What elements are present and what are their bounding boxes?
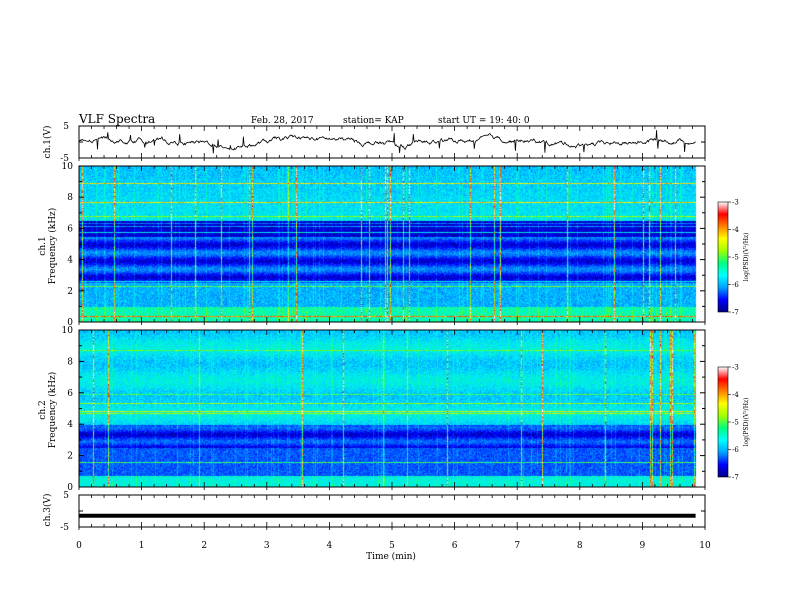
colorbar-2-tick-label: -6 [732, 446, 739, 454]
colorbar-1-tick-label: -4 [732, 226, 739, 234]
x-tick-label: 4 [327, 541, 333, 551]
colorbar-2-tick-label: -3 [732, 364, 739, 372]
ch1-spectrogram-ytick-label: 6 [67, 224, 73, 234]
colorbar-2-tick-label: -5 [732, 419, 739, 427]
x-tick-label: 9 [640, 541, 646, 551]
ch1-spectrogram-ytick-label: 4 [67, 256, 73, 266]
colorbar2-label: log(PSD)(V²/Hz) [743, 398, 750, 447]
ch1-spectrogram-ylabel-frequency: Frequency (kHz) [47, 208, 58, 285]
figure-title: VLF Spectra [78, 112, 155, 126]
ch3-voltage-ytick-label: 5 [63, 491, 69, 501]
start-time-label: start UT = 19: 40: 0 [438, 116, 530, 126]
x-tick-label: 6 [452, 541, 458, 551]
colorbar-1 [717, 201, 729, 313]
ch2-spectrogram-ytick-label: 2 [67, 452, 73, 462]
colorbar-2 [717, 366, 729, 478]
ch2-spectrogram-ytick-label: 10 [62, 326, 74, 336]
colorbar-1-tick-label: -7 [732, 309, 739, 317]
x-tick-label: 10 [699, 541, 711, 551]
ch1-spectrogram-ytick-label: 8 [67, 193, 73, 203]
x-tick-label: 3 [264, 541, 270, 551]
colorbar-1-tick-label: -3 [732, 199, 739, 207]
x-tick-label: 1 [139, 541, 145, 551]
ch3-voltage-ylabel: ch.3(V) [42, 494, 53, 527]
ch1-voltage-ytick-label: 5 [63, 122, 69, 132]
x-axis-label: Time (min) [366, 551, 416, 562]
x-tick-label: 0 [76, 541, 82, 551]
ch2-spectrogram-ytick-label: 0 [67, 483, 73, 493]
ch1-spectrogram-image [79, 166, 705, 322]
ch1-voltage-trace [78, 130, 696, 154]
colorbar-2-tick-label: -4 [732, 391, 739, 399]
ch2-spectrogram-ylabel-frequency: Frequency (kHz) [47, 372, 58, 449]
ch2-spectrogram-ylabel-channel: ch.2 [38, 400, 48, 419]
ch1-voltage-ylabel: ch.1(V) [42, 126, 53, 159]
ch2-spectrogram-ytick-label: 6 [67, 389, 73, 399]
colorbar-1-tick-label: -6 [732, 281, 739, 289]
ch1-spectrogram-ytick-label: 2 [67, 287, 73, 297]
ch2-spectrogram-ytick-label: 4 [67, 420, 73, 430]
ch1-spectrogram-ytick-label: 10 [62, 162, 74, 172]
ch3-voltage-ytick-label: -5 [60, 523, 69, 533]
colorbar-1-tick-label: -5 [732, 254, 739, 262]
colorbar1-label: log(PSD)(V²/Hz) [743, 233, 750, 282]
date-label: Feb. 28, 2017 [251, 116, 314, 126]
ch1-voltage-ytick-label: -5 [60, 154, 69, 164]
colorbar-2-tick-label: -7 [732, 474, 739, 482]
station-label: station= KAP [343, 116, 404, 126]
ch2-spectrogram-image [79, 330, 705, 487]
ch2-spectrogram-ytick-label: 8 [67, 357, 73, 367]
x-tick-label: 8 [577, 541, 583, 551]
ch1-spectrogram-ytick-label: 0 [67, 318, 73, 328]
ch1-spectrogram-ylabel-channel: ch.1 [38, 236, 48, 255]
x-tick-label: 2 [201, 541, 207, 551]
x-tick-label: 7 [514, 541, 520, 551]
x-tick-label: 5 [389, 541, 395, 551]
